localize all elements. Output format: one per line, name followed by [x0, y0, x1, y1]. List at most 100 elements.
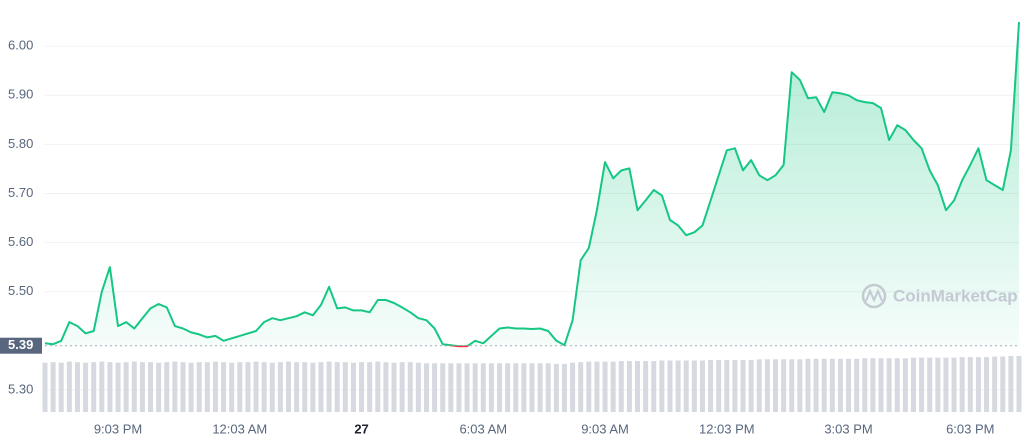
volume-bar — [180, 362, 186, 412]
volume-bar — [164, 362, 170, 412]
volume-bar — [480, 363, 486, 412]
volume-bar — [959, 357, 965, 412]
volume-bar — [829, 358, 835, 412]
volume-bar — [334, 362, 340, 412]
volume-bar — [505, 363, 511, 412]
y-tick-label: 6.00 — [8, 38, 33, 53]
volume-bar — [699, 360, 705, 412]
volume-bar — [748, 359, 754, 412]
volume-bar — [237, 362, 243, 412]
volume-bar — [326, 361, 332, 412]
area-up — [45, 22, 1019, 346]
volume-bar — [553, 363, 559, 412]
volume-bar — [708, 359, 714, 412]
volume-bar — [367, 362, 373, 412]
volume-bar — [83, 362, 89, 412]
volume-bar — [1008, 356, 1014, 412]
volume-bar — [415, 362, 421, 412]
volume-bar — [521, 363, 527, 412]
volume-bar — [773, 359, 778, 412]
y-tick-label: 5.50 — [8, 283, 33, 298]
y-tick-label: 5.60 — [8, 234, 33, 249]
volume-bar — [740, 359, 746, 412]
volume-bar — [513, 363, 519, 412]
volume-bar — [310, 362, 316, 412]
x-tick-label: 9:03 PM — [94, 421, 142, 436]
volume-bar — [594, 361, 600, 412]
volume-bar — [42, 362, 48, 412]
volume-bar — [74, 362, 80, 412]
volume-bar — [440, 363, 446, 412]
baseline-box — [0, 337, 42, 354]
x-tick-label: 12:03 PM — [699, 421, 755, 436]
volume-bar — [383, 362, 389, 412]
volume-bar — [578, 362, 584, 412]
volume-bar — [156, 362, 162, 412]
volume-bar — [464, 363, 470, 412]
volume-bar — [204, 362, 210, 412]
volume-bar — [586, 361, 592, 412]
volume-bar — [797, 359, 803, 412]
volume-bar — [951, 357, 957, 412]
volume-bar — [894, 358, 900, 412]
volume-bar — [269, 362, 275, 412]
volume-bar — [148, 362, 154, 412]
volume-bar — [188, 362, 194, 412]
volume-bar — [756, 359, 762, 412]
volume-bar — [123, 362, 129, 412]
volume-bar — [984, 357, 990, 412]
volume-bar — [350, 362, 356, 412]
volume-bar — [927, 357, 933, 412]
x-tick-label: 6:03 AM — [459, 421, 507, 436]
volume-bar — [813, 358, 819, 412]
y-tick-label: 5.80 — [8, 136, 33, 151]
volume-bar — [456, 363, 462, 412]
volume-bar — [789, 359, 795, 412]
volume-bar — [50, 362, 56, 412]
volume-bar — [651, 361, 657, 412]
volume-bar — [107, 362, 113, 412]
volume-bar — [58, 362, 64, 412]
volume-bar — [1000, 356, 1006, 412]
volume-bar — [253, 361, 259, 412]
volume-bar — [66, 361, 72, 412]
volume-bar — [635, 361, 641, 412]
volume-bar — [724, 359, 730, 412]
volume-bar — [716, 359, 722, 412]
volume-bar — [99, 361, 105, 412]
volume-bar — [529, 363, 535, 412]
volume-bar — [992, 356, 998, 412]
volume-bar — [805, 358, 811, 412]
watermark-icon — [861, 283, 887, 309]
volume-bar — [570, 362, 576, 412]
volume-bar — [878, 358, 884, 412]
volume-bar — [212, 361, 218, 412]
volume-bar — [342, 362, 348, 412]
volume-bar — [359, 362, 365, 412]
y-tick-label: 5.70 — [8, 185, 33, 200]
volume-bar — [862, 358, 868, 412]
y-tick-label: 5.30 — [8, 381, 33, 396]
volume-bar — [277, 362, 283, 412]
volume-bar — [643, 361, 649, 412]
volume-bar — [618, 361, 624, 412]
volume-bar — [602, 361, 608, 412]
x-tick-label: 3:03 PM — [824, 421, 872, 436]
volume-bar — [902, 358, 908, 412]
volume-bar — [561, 363, 567, 412]
volume-bar — [943, 357, 949, 412]
watermark: CoinMarketCap — [893, 286, 1018, 305]
volume-bar — [472, 363, 478, 412]
volume-bar — [667, 360, 673, 412]
volume-bar — [675, 360, 681, 412]
volume-bar — [318, 362, 324, 412]
x-tick-label: 6:03 PM — [946, 421, 994, 436]
x-tick-label: 27 — [354, 421, 368, 436]
volume-bar — [537, 363, 543, 412]
volume-bar — [131, 361, 137, 412]
volume-bar — [626, 361, 632, 412]
volume-bar — [432, 363, 438, 412]
volume-bar — [886, 358, 892, 412]
